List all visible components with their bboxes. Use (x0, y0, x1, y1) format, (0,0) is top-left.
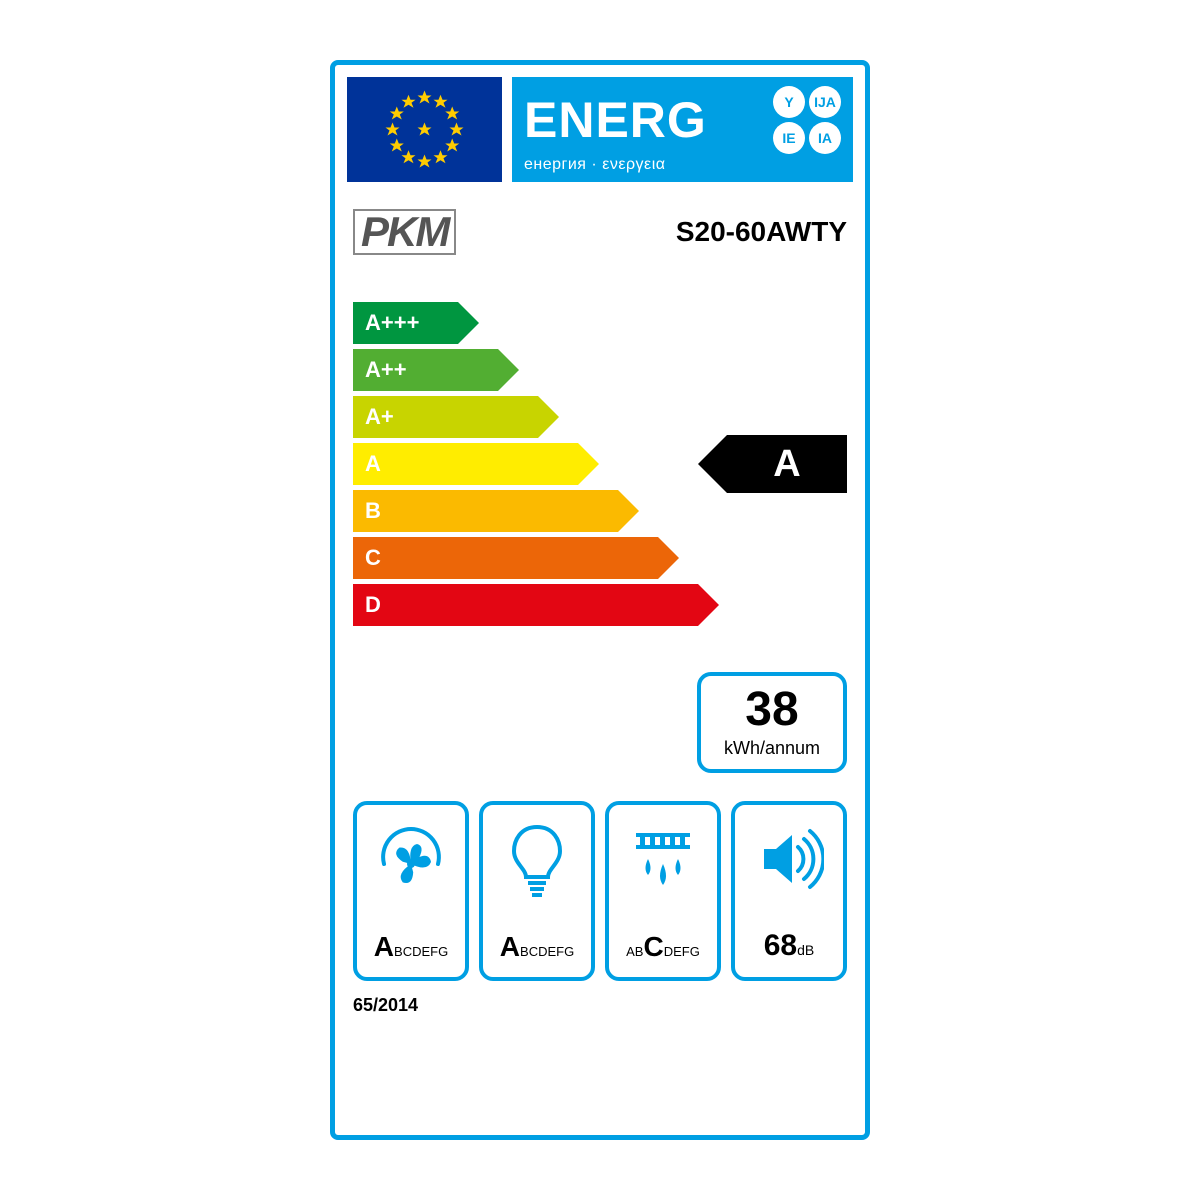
lang-circle: Y (773, 86, 805, 118)
efficiency-spectrum: A+++A++A+ABCD A (353, 302, 847, 642)
fan-icon (376, 819, 446, 899)
grease-filter-icon (628, 819, 698, 899)
brand-logo: PKM (353, 209, 456, 255)
consumption-box: 38 kWh/annum (697, 672, 847, 773)
spectrum-bar-label: A (365, 451, 381, 477)
energy-label: ENERG Y IJA IE IA енергия · ενεργεια PKM… (330, 60, 870, 1140)
light-rating: ABCDEFG (500, 931, 574, 963)
header-row: ENERG Y IJA IE IA енергия · ενεργεια (347, 77, 853, 182)
icons-row: ABCDEFG ABCDEFG (353, 801, 847, 981)
energ-title: ENERG (524, 95, 707, 145)
light-box: ABCDEFG (479, 801, 595, 981)
fan-rating: ABCDEFG (374, 931, 448, 963)
noise-icon (754, 819, 824, 899)
spectrum-bar: D (353, 584, 847, 626)
rating-letter: A (773, 443, 800, 486)
eu-flag-icon (347, 77, 502, 182)
consumption-value: 38 (709, 686, 835, 734)
spectrum-bar-label: B (365, 498, 381, 524)
spectrum-bar: A++ (353, 349, 847, 391)
noise-value: 68dB (764, 929, 815, 963)
spectrum-bar-label: C (365, 545, 381, 571)
grease-rating: ABCDEFG (626, 931, 700, 963)
energ-subtitle: енергия · ενεργεια (524, 156, 841, 174)
spectrum-bar-label: A+++ (365, 310, 419, 336)
regulation-number: 65/2014 (353, 995, 847, 1016)
spectrum-bar: C (353, 537, 847, 579)
lang-circle: IA (809, 122, 841, 154)
spectrum-bar-label: A++ (365, 357, 407, 383)
model-number: S20-60AWTY (676, 216, 847, 248)
eu-flag (347, 77, 502, 182)
energ-block: ENERG Y IJA IE IA енергия · ενεργεια (512, 77, 853, 182)
language-circles: Y IJA IE IA (773, 86, 841, 154)
consumption-unit: kWh/annum (709, 738, 835, 759)
brand-row: PKM S20-60AWTY (353, 202, 847, 262)
lang-circle: IJA (809, 86, 841, 118)
lang-circle: IE (773, 122, 805, 154)
spectrum-bar: A+ (353, 396, 847, 438)
fan-box: ABCDEFG (353, 801, 469, 981)
rating-pointer: A (727, 435, 847, 493)
consumption-row: 38 kWh/annum (353, 672, 847, 773)
spectrum-bar: B (353, 490, 847, 532)
noise-box: 68dB (731, 801, 847, 981)
spectrum-bar: A+++ (353, 302, 847, 344)
spectrum-bar-label: D (365, 592, 381, 618)
grease-box: ABCDEFG (605, 801, 721, 981)
spectrum-bar-label: A+ (365, 404, 394, 430)
lightbulb-icon (502, 819, 572, 899)
